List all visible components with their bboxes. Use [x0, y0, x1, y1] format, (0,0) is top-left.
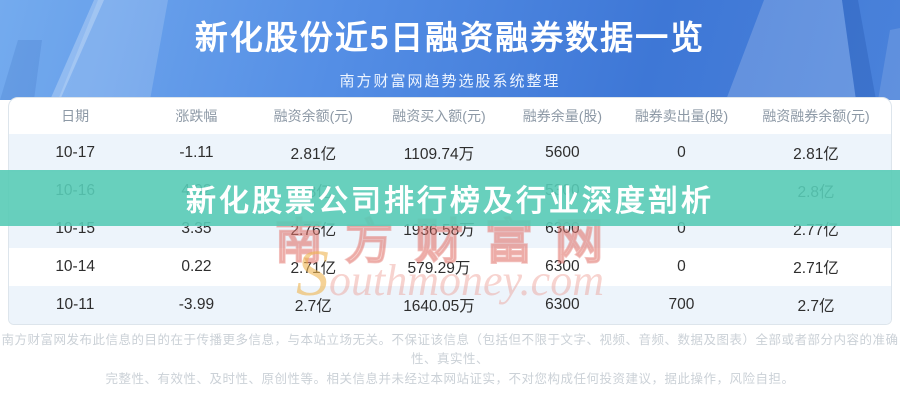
banner-decor-shapes [0, 0, 900, 100]
cell-lend-volume: 6300 [545, 258, 580, 275]
cell-buy-amount: 1109.74万 [403, 146, 475, 163]
cell-date: 10-14 [55, 258, 95, 275]
col-header-change: 涨跌幅 [175, 108, 218, 124]
cell-total-balance: 2.71亿 [793, 260, 839, 277]
cell-fin-balance: 2.7亿 [294, 298, 332, 315]
disclaimer-line-1: 南方财富网发布此信息的目的在于传播更多信息，与本站立场无关。不保证该信息（包括但… [1, 333, 899, 367]
col-header-buy-amount: 融资买入额(元) [392, 108, 486, 124]
cell-date: 10-11 [55, 296, 95, 313]
col-header-fin-balance: 融资余额(元) [273, 108, 353, 124]
cell-change: -1.11 [179, 144, 214, 161]
cell-buy-amount: 1640.05万 [403, 298, 475, 315]
cell-date: 10-17 [55, 144, 95, 161]
page-title: 新化股份近5日融资融券数据一览 [194, 19, 706, 56]
headline-overlay-band: 新化股票公司排行榜及行业深度剖析 [0, 170, 900, 226]
headline-overlay-text: 新化股票公司排行榜及行业深度剖析 [186, 185, 714, 218]
table-row: 10-11 -3.99 2.7亿 1640.05万 6300 700 2.7亿 [9, 286, 891, 324]
cell-fin-balance: 2.71亿 [290, 260, 337, 277]
cell-fin-balance: 2.81亿 [290, 146, 337, 163]
col-header-total-balance: 融资融券余额(元) [762, 108, 870, 124]
cell-change: -3.99 [178, 296, 215, 313]
cell-sell-volume: 0 [677, 144, 686, 161]
cell-buy-amount: 579.29万 [407, 260, 471, 277]
cell-total-balance: 2.77亿 [793, 222, 839, 239]
cell-fin-balance: 2.76亿 [290, 222, 337, 239]
cell-buy-amount: 1936.58万 [403, 222, 475, 239]
cell-lend-volume: 5600 [545, 144, 580, 161]
cell-total-balance: 2.7亿 [797, 298, 835, 315]
cell-total-balance: 2.81亿 [793, 146, 839, 163]
cell-sell-volume: 0 [677, 258, 686, 275]
disclaimer-line-2: 完整性、有效性、及时性、原创性等。相关信息并未经过本网站证实，不对您构成任何投资… [105, 371, 795, 386]
col-header-lend-volume: 融券余量(股) [522, 108, 603, 124]
cell-change: 0.22 [181, 258, 212, 275]
cell-sell-volume: 0 [677, 220, 686, 237]
banner: 新化股份近5日融资融券数据一览 南方财富网趋势选股系统整理 [0, 0, 900, 100]
cell-sell-volume: 700 [668, 296, 695, 313]
col-header-date: 日期 [61, 108, 90, 124]
cell-lend-volume: 6300 [545, 296, 580, 313]
table-row: 10-17 -1.11 2.81亿 1109.74万 5600 0 2.81亿 [9, 134, 891, 172]
table-row: 10-14 0.22 2.71亿 579.29万 6300 0 2.71亿 [9, 248, 891, 286]
page-subtitle: 南方财富网趋势选股系统整理 [339, 73, 561, 90]
disclaimer-footer: 南方财富网发布此信息的目的在于传播更多信息，与本站立场无关。不保证该信息（包括但… [0, 331, 900, 389]
table-header-row: 日期 涨跌幅 融资余额(元) 融资买入额(元) 融券余量(股) 融券卖出量(股)… [9, 98, 891, 134]
col-header-sell-volume: 融券卖出量(股) [634, 108, 729, 124]
